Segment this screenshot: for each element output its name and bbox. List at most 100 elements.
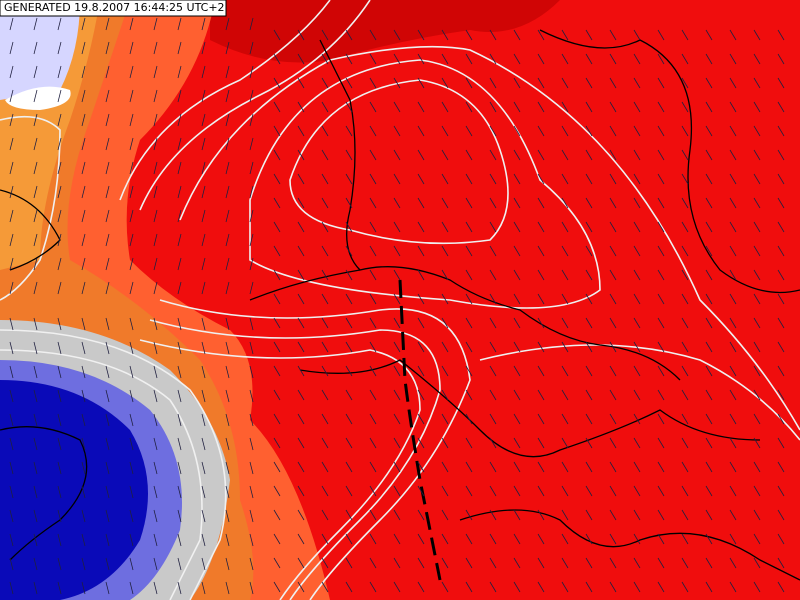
wind-arrow bbox=[105, 341, 110, 355]
wind-arrow bbox=[249, 317, 254, 331]
wind-arrow bbox=[537, 29, 545, 41]
wind-arrow bbox=[345, 533, 353, 545]
wind-arrow bbox=[129, 509, 134, 523]
isoline bbox=[0, 115, 61, 301]
wind-arrow bbox=[513, 29, 521, 41]
wind-arrow bbox=[129, 233, 134, 247]
wind-arrow bbox=[393, 125, 401, 137]
wind-arrow bbox=[609, 149, 617, 161]
wind-arrow bbox=[273, 221, 281, 233]
wind-arrow bbox=[489, 485, 497, 497]
wind-arrow bbox=[777, 245, 785, 257]
wind-arrow bbox=[561, 365, 569, 377]
wind-arrow bbox=[81, 365, 86, 379]
wind-arrow bbox=[609, 317, 617, 329]
wind-arrow bbox=[609, 341, 617, 353]
wind-arrow bbox=[153, 389, 158, 403]
wind-arrow bbox=[753, 485, 761, 497]
wind-arrow bbox=[345, 365, 353, 377]
wind-arrow bbox=[201, 41, 206, 55]
wind-arrow bbox=[705, 509, 713, 521]
wind-arrow bbox=[417, 389, 425, 401]
wind-arrow bbox=[81, 209, 86, 223]
wind-arrow bbox=[633, 341, 641, 353]
front-line bbox=[398, 279, 442, 581]
wind-arrow bbox=[441, 125, 449, 137]
wind-arrow bbox=[345, 317, 353, 329]
wind-arrow bbox=[633, 581, 641, 593]
wind-arrow bbox=[777, 413, 785, 425]
wind-arrow bbox=[81, 65, 86, 79]
wind-arrow bbox=[345, 389, 353, 401]
wind-arrow bbox=[441, 173, 449, 185]
wind-arrow bbox=[561, 101, 569, 113]
wind-arrow bbox=[369, 125, 377, 137]
wind-arrow bbox=[489, 221, 497, 233]
wind-arrow bbox=[273, 197, 281, 209]
wind-arrow bbox=[273, 557, 281, 569]
wind-arrow bbox=[465, 245, 473, 257]
wind-arrow bbox=[537, 509, 545, 521]
wind-arrow bbox=[9, 41, 14, 55]
wind-arrow bbox=[489, 293, 497, 305]
wind-arrow bbox=[489, 557, 497, 569]
wind-arrow bbox=[225, 533, 230, 547]
wind-arrow bbox=[345, 173, 353, 185]
wind-arrow bbox=[393, 269, 401, 281]
wind-arrow bbox=[249, 17, 254, 31]
wind-arrow bbox=[753, 125, 761, 137]
wind-arrow bbox=[753, 149, 761, 161]
wind-arrow bbox=[201, 581, 206, 595]
wind-arrow bbox=[105, 17, 110, 31]
wind-arrow bbox=[369, 221, 377, 233]
wind-arrow bbox=[417, 293, 425, 305]
wind-arrow bbox=[777, 77, 785, 89]
wind-arrow bbox=[729, 293, 737, 305]
wind-arrow bbox=[105, 137, 110, 151]
wind-arrow bbox=[513, 101, 521, 113]
wind-arrow bbox=[681, 125, 689, 137]
wind-arrow bbox=[297, 437, 305, 449]
wind-arrow bbox=[417, 437, 425, 449]
wind-arrow bbox=[585, 197, 593, 209]
wind-arrow bbox=[489, 245, 497, 257]
wind-arrow bbox=[129, 41, 134, 55]
wind-arrow bbox=[177, 281, 182, 295]
wind-arrow bbox=[9, 185, 14, 199]
wind-arrow bbox=[585, 149, 593, 161]
wind-arrow bbox=[513, 77, 521, 89]
wind-arrow bbox=[417, 269, 425, 281]
isoline bbox=[139, 0, 371, 211]
wind-arrow bbox=[585, 317, 593, 329]
wind-arrow bbox=[705, 389, 713, 401]
wind-arrow bbox=[297, 149, 305, 161]
wind-arrow bbox=[465, 197, 473, 209]
wind-arrow bbox=[201, 341, 206, 355]
wind-arrow bbox=[393, 197, 401, 209]
wind-arrow bbox=[657, 509, 665, 521]
wind-arrow bbox=[129, 209, 134, 223]
wind-arrow bbox=[105, 365, 110, 379]
wind-arrow bbox=[609, 509, 617, 521]
wind-arrow bbox=[393, 413, 401, 425]
wind-arrow bbox=[249, 185, 254, 199]
wind-arrow bbox=[777, 101, 785, 113]
wind-arrow bbox=[225, 41, 230, 55]
wind-arrow bbox=[561, 485, 569, 497]
wind-arrow bbox=[441, 101, 449, 113]
wind-arrow bbox=[153, 89, 158, 103]
isoline bbox=[479, 344, 800, 441]
wind-arrow bbox=[225, 365, 230, 379]
wind-arrow bbox=[201, 437, 206, 451]
wind-arrow bbox=[657, 461, 665, 473]
wind-arrow bbox=[273, 149, 281, 161]
wind-arrow bbox=[585, 101, 593, 113]
wind-arrow bbox=[201, 485, 206, 499]
wind-arrow bbox=[417, 125, 425, 137]
wind-arrow bbox=[753, 413, 761, 425]
wind-arrow bbox=[609, 437, 617, 449]
wind-arrow bbox=[153, 65, 158, 79]
wind-arrow bbox=[417, 461, 425, 473]
